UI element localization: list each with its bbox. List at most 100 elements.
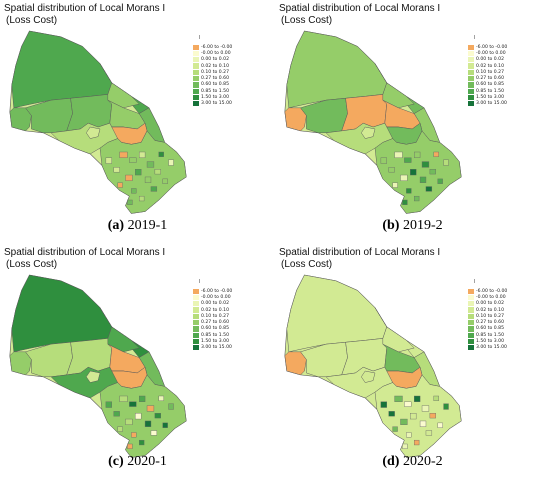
district-polygon: [119, 151, 128, 158]
legend-swatch: [468, 307, 474, 313]
legend-item: 0.27 to 0.60: [193, 75, 232, 82]
legend-item: 0.27 to 0.60: [468, 319, 507, 326]
legend-swatch: [193, 294, 199, 301]
legend-label: -0.00 to 0.00: [201, 294, 231, 300]
legend-item: 1.50 to 3.00: [468, 94, 507, 101]
district-polygon: [421, 161, 430, 168]
region-west: [284, 107, 307, 132]
district-polygon: [146, 405, 155, 412]
district-polygon: [380, 401, 387, 408]
legend-item: -6.00 to -0.00: [468, 44, 507, 50]
district-polygon: [404, 401, 412, 407]
legend-label: 0.10 to 0.27: [201, 69, 229, 75]
district-polygon: [414, 395, 421, 402]
legend-label: 1.50 to 3.00: [201, 95, 229, 101]
district-polygon: [113, 167, 120, 173]
legend-label: 1.50 to 3.00: [201, 339, 229, 345]
district-polygon: [162, 178, 168, 184]
legend-item: 0.60 to 0.85: [468, 82, 507, 88]
legend-swatch: [468, 88, 474, 94]
legend-swatch: [193, 326, 199, 332]
caption-period: 2019-1: [127, 218, 168, 233]
legend-swatch: [193, 307, 199, 313]
map-title: Spatial distribution of Local Morans I (L…: [4, 3, 165, 27]
legend-item: 0.85 to 1.50: [468, 88, 507, 94]
district-polygon: [437, 422, 443, 428]
legend-label: 0.27 to 0.60: [201, 76, 229, 82]
district-polygon: [421, 405, 430, 412]
district-polygon: [113, 411, 120, 417]
legend-label: -6.00 to -0.00: [201, 44, 233, 50]
legend-item: -6.00 to -0.00: [193, 44, 232, 50]
district-polygon: [119, 395, 128, 402]
district-polygon: [388, 411, 395, 417]
district-polygon: [425, 186, 433, 192]
caption-period: 2019-2: [402, 218, 443, 233]
region-hudson: [374, 307, 415, 353]
legend-label: 0.02 to 0.10: [476, 63, 504, 69]
district-polygon: [400, 174, 408, 181]
district-polygon: [139, 151, 146, 158]
legend-label: 0.02 to 0.10: [201, 307, 229, 313]
panel-caption: (c) 2020-1: [0, 454, 275, 470]
legend-item: 0.60 to 0.85: [468, 326, 507, 332]
north-arrow-icon: l: [474, 35, 476, 41]
district-polygon: [406, 432, 412, 438]
region-south-e: [374, 374, 462, 458]
legend-swatch: [193, 332, 199, 338]
map-legend: -6.00 to -0.00 -0.00 to 0.00 0.00 to 0.02 0…: [468, 288, 507, 351]
legend-swatch: [193, 63, 199, 69]
legend-swatch: [193, 44, 199, 50]
district-polygon: [146, 161, 155, 168]
legend-swatch: [468, 332, 474, 338]
ontario-map: [284, 274, 462, 458]
legend-item: 0.85 to 1.50: [193, 332, 232, 338]
map-title-line1: Spatial distribution of Local Morans I: [279, 247, 441, 258]
legend-item: 3.00 to 15.00: [193, 345, 232, 351]
district-polygon: [402, 443, 408, 449]
region-south-e: [99, 130, 187, 214]
legend-swatch: [468, 345, 474, 351]
region-lake-patch: [360, 126, 376, 139]
legend-item: 0.02 to 0.10: [193, 307, 232, 313]
legend-label: 0.02 to 0.10: [201, 63, 229, 69]
district-polygon: [154, 169, 161, 175]
legend-swatch: [193, 50, 199, 57]
caption-letter: (a): [107, 218, 125, 233]
legend-swatch: [468, 94, 474, 101]
region-west: [9, 351, 32, 376]
map-title-line1: Spatial distribution of Local Morans I: [4, 247, 166, 258]
district-polygon: [392, 426, 398, 432]
district-polygon: [437, 178, 443, 184]
district-polygon: [429, 413, 436, 419]
legend-label: 0.00 to 0.02: [201, 57, 229, 63]
north-arrow-icon: l: [199, 35, 201, 41]
map-title-line2: (Loss Cost): [281, 15, 333, 26]
district-polygon: [414, 439, 420, 446]
legend-label: -0.00 to 0.00: [476, 50, 506, 56]
legend-item: 3.00 to 15.00: [193, 101, 232, 107]
legend-swatch: [468, 301, 474, 307]
panel-caption: (d) 2020-2: [275, 454, 550, 470]
district-polygon: [131, 188, 137, 194]
legend-label: 1.50 to 3.00: [476, 95, 504, 101]
legend-label: -6.00 to -0.00: [476, 44, 508, 50]
district-polygon: [129, 401, 137, 407]
district-polygon: [443, 403, 449, 410]
legend-label: 1.50 to 3.00: [476, 339, 504, 345]
legend-swatch: [193, 94, 199, 101]
district-polygon: [404, 157, 412, 163]
caption-letter: (d): [382, 454, 400, 469]
map-title: Spatial distribution of Local Morans I (L…: [4, 247, 165, 271]
map-legend: -6.00 to -0.00 -0.00 to 0.00 0.00 to 0.02 0…: [468, 44, 507, 107]
district-polygon: [127, 443, 133, 449]
district-polygon: [158, 395, 164, 401]
legend-item: -0.00 to 0.00: [468, 294, 507, 301]
legend-item: 0.00 to 0.02: [193, 57, 232, 63]
district-polygon: [135, 169, 142, 176]
district-polygon: [394, 395, 403, 402]
district-polygon: [380, 157, 387, 164]
region-hudson: [374, 63, 415, 109]
legend-swatch: [193, 69, 199, 75]
district-polygon: [150, 186, 158, 192]
